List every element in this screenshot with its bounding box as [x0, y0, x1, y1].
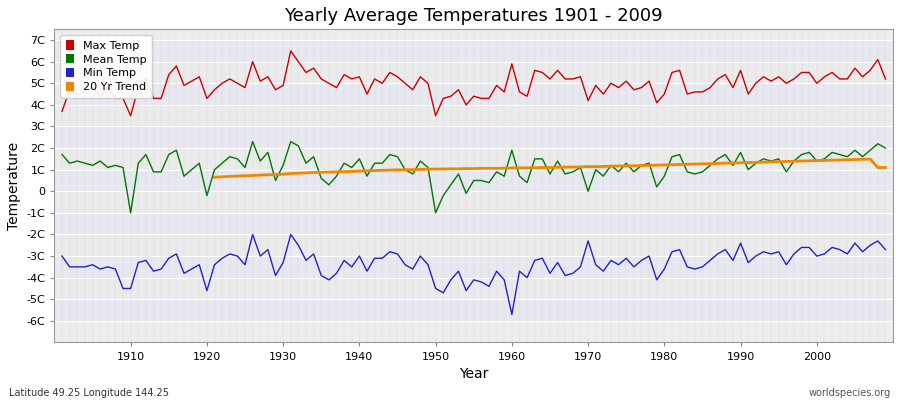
X-axis label: Year: Year [459, 367, 489, 381]
Legend: Max Temp, Mean Temp, Min Temp, 20 Yr Trend: Max Temp, Mean Temp, Min Temp, 20 Yr Tre… [60, 35, 152, 98]
Text: worldspecies.org: worldspecies.org [809, 388, 891, 398]
Bar [54, 148, 893, 170]
Bar [54, 234, 893, 256]
Bar [54, 83, 893, 105]
Bar [54, 40, 893, 62]
Bar [54, 256, 893, 278]
Bar [54, 105, 893, 126]
Title: Yearly Average Temperatures 1901 - 2009: Yearly Average Temperatures 1901 - 2009 [284, 7, 663, 25]
Bar [54, 299, 893, 321]
Bar [54, 62, 893, 83]
Bar [54, 126, 893, 148]
Bar [54, 170, 893, 191]
Y-axis label: Temperature: Temperature [7, 142, 21, 230]
Bar [54, 191, 893, 213]
Bar [54, 278, 893, 299]
Text: Latitude 49.25 Longitude 144.25: Latitude 49.25 Longitude 144.25 [9, 388, 169, 398]
Bar [54, 213, 893, 234]
